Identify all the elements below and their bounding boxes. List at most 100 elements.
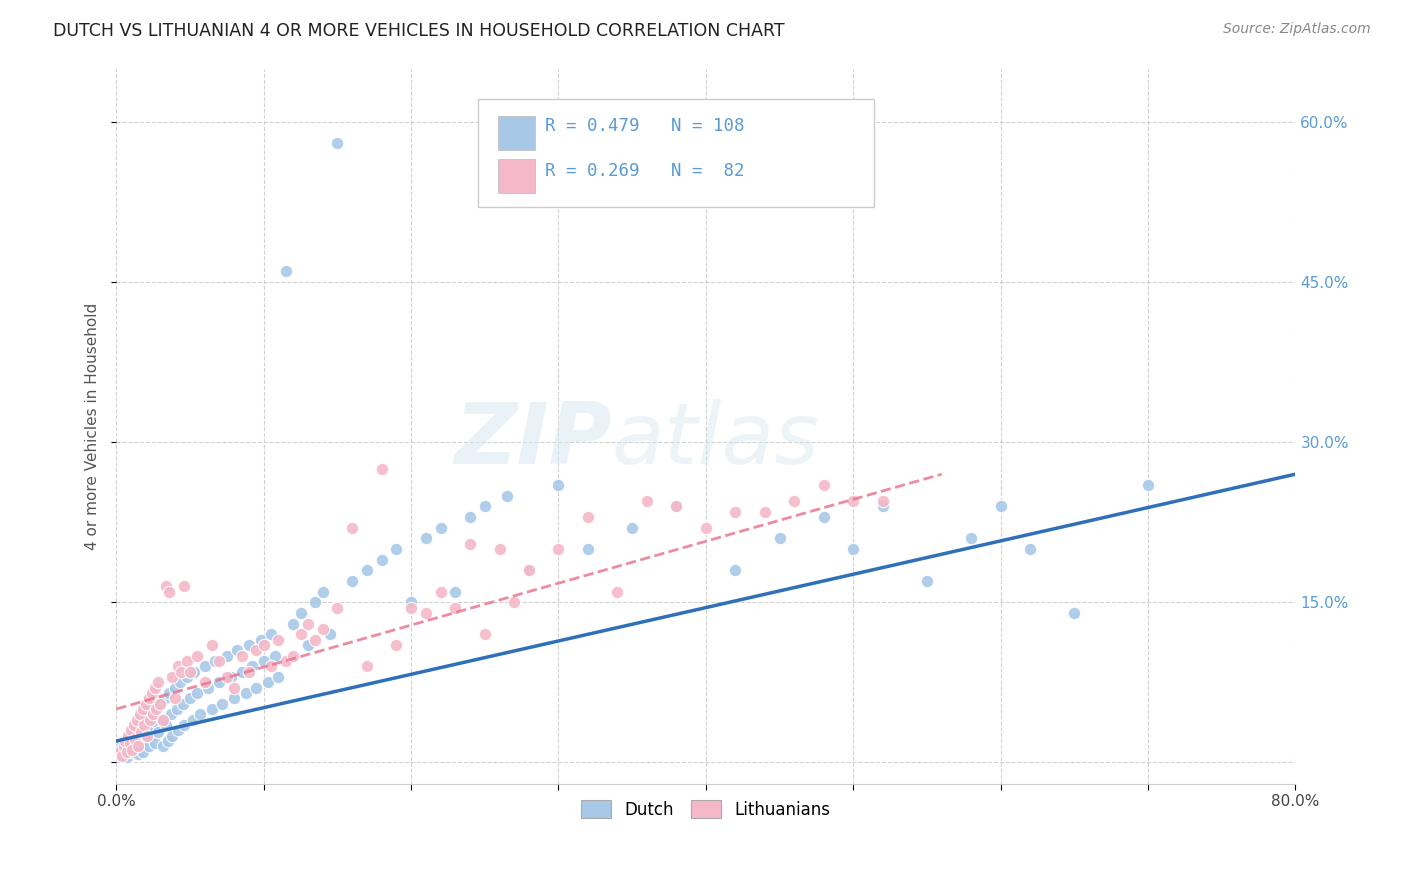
Point	[143, 736, 166, 750]
Point	[224, 691, 246, 706]
Point	[124, 723, 146, 738]
Point	[576, 509, 599, 524]
Point	[783, 493, 806, 508]
Point	[131, 729, 153, 743]
Point	[146, 725, 169, 739]
Point	[385, 638, 408, 652]
Point	[204, 654, 226, 668]
Point	[186, 686, 208, 700]
Point	[179, 691, 201, 706]
Point	[257, 675, 280, 690]
Point	[990, 499, 1012, 513]
Point	[127, 747, 149, 761]
Point	[127, 739, 149, 754]
Point	[201, 638, 224, 652]
Point	[724, 563, 747, 577]
Point	[235, 686, 257, 700]
Point	[117, 729, 139, 743]
Point	[444, 600, 467, 615]
Point	[111, 747, 134, 761]
Point	[267, 632, 290, 647]
Point	[208, 654, 231, 668]
Point	[245, 681, 267, 695]
Point	[253, 638, 276, 652]
Point	[135, 734, 157, 748]
Point	[169, 675, 191, 690]
Point	[219, 670, 242, 684]
Point	[141, 718, 163, 732]
Point	[304, 632, 326, 647]
Point	[152, 713, 174, 727]
Point	[201, 702, 224, 716]
Text: R = 0.269   N =  82: R = 0.269 N = 82	[546, 162, 745, 180]
Point	[665, 499, 688, 513]
Point	[138, 739, 160, 754]
Point	[458, 509, 481, 524]
Point	[197, 681, 219, 695]
Point	[112, 742, 135, 756]
Point	[311, 622, 333, 636]
Point	[215, 670, 238, 684]
Point	[503, 595, 526, 609]
Point	[576, 541, 599, 556]
Point	[173, 579, 195, 593]
Point	[872, 493, 894, 508]
Point	[340, 520, 363, 534]
Point	[117, 734, 139, 748]
Point	[429, 584, 451, 599]
Point	[183, 665, 205, 679]
Point	[194, 675, 217, 690]
Point	[118, 736, 141, 750]
Point	[122, 729, 145, 743]
Point	[340, 574, 363, 588]
Point	[444, 584, 467, 599]
Point	[415, 606, 437, 620]
Point	[108, 747, 131, 761]
Point	[385, 541, 408, 556]
Text: ZIP: ZIP	[454, 399, 612, 482]
Point	[115, 750, 138, 764]
Point	[146, 675, 169, 690]
Point	[260, 659, 283, 673]
Point	[165, 691, 187, 706]
Point	[474, 499, 496, 513]
Point	[636, 493, 658, 508]
Point	[304, 595, 326, 609]
Point	[356, 563, 378, 577]
Point	[121, 736, 143, 750]
Point	[176, 654, 198, 668]
Point	[231, 648, 253, 663]
Point	[429, 520, 451, 534]
Point	[1019, 541, 1042, 556]
Point	[1063, 606, 1085, 620]
Point	[290, 606, 312, 620]
FancyBboxPatch shape	[498, 159, 534, 194]
Y-axis label: 4 or more Vehicles in Household: 4 or more Vehicles in Household	[86, 302, 100, 549]
Point	[149, 697, 172, 711]
Point	[139, 713, 162, 727]
Point	[281, 648, 304, 663]
Point	[172, 697, 194, 711]
Point	[138, 691, 160, 706]
Point	[547, 478, 569, 492]
Point	[960, 531, 983, 545]
FancyBboxPatch shape	[498, 116, 534, 150]
Point	[145, 714, 167, 729]
Point	[114, 736, 136, 750]
Point	[136, 723, 159, 738]
Point	[488, 541, 510, 556]
Point	[281, 616, 304, 631]
Point	[274, 264, 297, 278]
Point	[474, 627, 496, 641]
Point	[166, 702, 188, 716]
Point	[517, 563, 540, 577]
Point	[125, 713, 148, 727]
Point	[152, 739, 174, 754]
Point	[267, 670, 290, 684]
Point	[274, 654, 297, 668]
Point	[134, 713, 156, 727]
Point	[194, 659, 217, 673]
Point	[208, 675, 231, 690]
Point	[124, 731, 146, 746]
Text: DUTCH VS LITHUANIAN 4 OR MORE VEHICLES IN HOUSEHOLD CORRELATION CHART: DUTCH VS LITHUANIAN 4 OR MORE VEHICLES I…	[53, 22, 785, 40]
